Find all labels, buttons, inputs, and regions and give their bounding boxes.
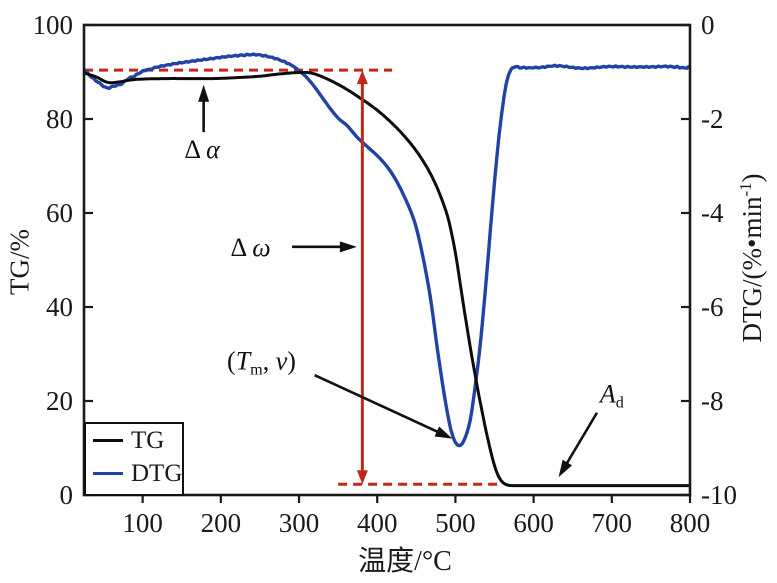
annotation-delta-omega: Δ ω bbox=[230, 233, 270, 263]
y-right-tick-label: -8 bbox=[701, 386, 724, 416]
annotation-arrow-delta-omega-head bbox=[339, 241, 357, 253]
y-right-tick-label: -2 bbox=[701, 104, 724, 134]
x-tick-label: 100 bbox=[122, 508, 163, 538]
separator: , bbox=[262, 346, 276, 376]
x-tick-label: 700 bbox=[592, 508, 633, 538]
x-tick-label: 800 bbox=[670, 508, 711, 538]
y-left-tick-label: 100 bbox=[33, 10, 74, 40]
y-left-tick-label: 40 bbox=[46, 292, 73, 322]
ad-variable: A bbox=[599, 379, 616, 409]
annotation-arrow-a-d-shaft bbox=[565, 412, 599, 465]
x-tick-label: 300 bbox=[279, 508, 320, 538]
legend: TG DTG bbox=[84, 422, 184, 496]
mass-loss-arrow-bottom-head bbox=[356, 470, 368, 485]
legend-label-dtg: DTG bbox=[131, 460, 183, 487]
x-tick-label: 200 bbox=[201, 508, 242, 538]
omega-symbol: ω bbox=[252, 233, 271, 263]
annotation-arrow-tm-v-shaft bbox=[314, 373, 440, 434]
legend-label-tg: TG bbox=[131, 427, 165, 454]
delta-symbol: Δ bbox=[230, 233, 253, 263]
legend-item-dtg: DTG bbox=[86, 457, 182, 490]
paren-open: ( bbox=[227, 346, 236, 376]
annotation-ad: Ad bbox=[600, 380, 624, 413]
y-right-tick-label: -4 bbox=[701, 198, 724, 228]
y-left-tick-label: 60 bbox=[46, 198, 73, 228]
x-axis-title: 温度/°C bbox=[358, 546, 452, 577]
delta-symbol: Δ bbox=[184, 134, 207, 164]
y-left-tick-label: 0 bbox=[60, 480, 74, 510]
annotation-tm-v: (Tm, v) bbox=[227, 347, 296, 380]
y-left-tick-label: 80 bbox=[46, 104, 73, 134]
paren-close: ) bbox=[287, 346, 296, 376]
x-tick-label: 500 bbox=[435, 508, 476, 538]
v-variable: v bbox=[275, 346, 288, 376]
x-tick-label: 600 bbox=[513, 508, 554, 538]
plot-frame bbox=[82, 23, 692, 497]
tm-subscript: m bbox=[250, 361, 263, 379]
y-right-tick-label: 0 bbox=[701, 10, 715, 40]
annotation-arrow-delta-alpha-head bbox=[198, 84, 210, 102]
tg-curve bbox=[83, 71, 691, 488]
dtg-line-sample bbox=[93, 472, 123, 475]
tg-line-sample bbox=[93, 439, 123, 442]
annotation-arrow-a-d-head bbox=[558, 459, 573, 478]
legend-item-tg: TG bbox=[86, 424, 182, 457]
ad-subscript: d bbox=[615, 394, 624, 412]
annotation-delta-alpha: Δ α bbox=[184, 135, 219, 165]
right-axis-title-close: ) bbox=[737, 173, 767, 183]
dtg-curve bbox=[82, 52, 691, 448]
y-right-tick-label: -6 bbox=[701, 292, 724, 322]
alpha-symbol: α bbox=[206, 134, 220, 164]
annotation-arrow-tm-v-head bbox=[434, 426, 453, 439]
right-axis-title-sup: -1 bbox=[736, 182, 755, 197]
y-left-tick-label: 20 bbox=[46, 386, 73, 416]
right-axis-title: DTG/(%•min-1) bbox=[736, 174, 768, 343]
x-tick-label: 400 bbox=[357, 508, 398, 538]
y-right-tick-label: -10 bbox=[701, 480, 737, 510]
right-axis-title-text: DTG/(%•min bbox=[737, 196, 767, 343]
tm-variable: T bbox=[235, 346, 251, 376]
mass-loss-arrow-top-head bbox=[356, 70, 368, 85]
left-axis-title: TG/% bbox=[4, 229, 35, 295]
